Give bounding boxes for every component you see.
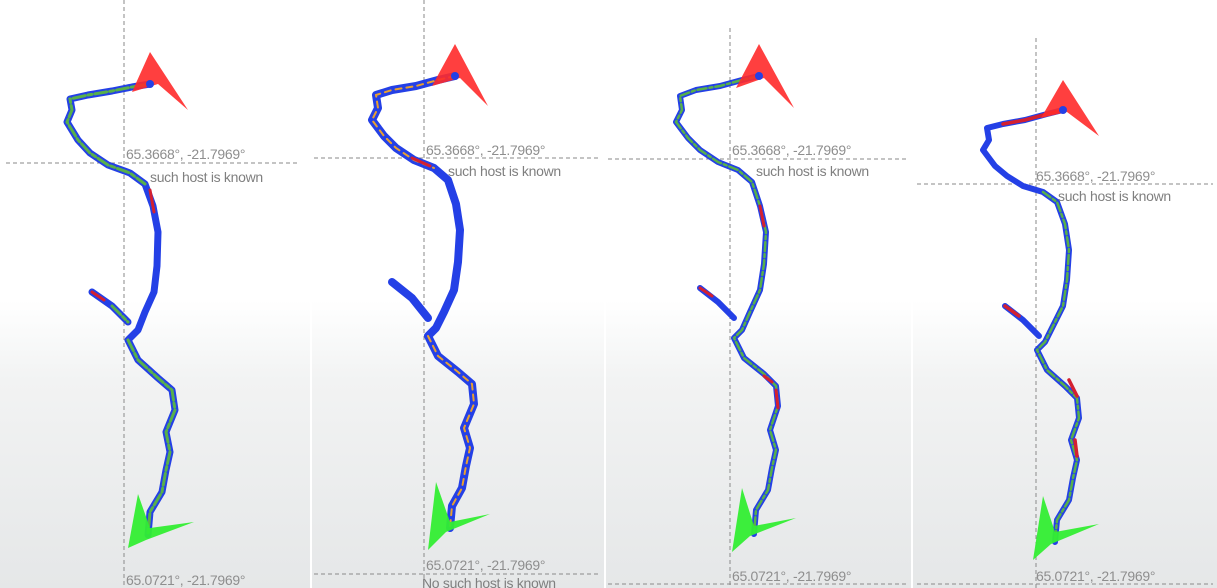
top-host-status: such host is known <box>1058 188 1171 204</box>
track-inner <box>370 75 476 529</box>
top-host-status: such host is known <box>150 169 263 185</box>
track-map-1 <box>6 0 300 588</box>
top-coordinate-label: 65.3668°, -21.7969° <box>126 146 246 162</box>
end-arrow-icon <box>732 488 796 552</box>
track-map-4 <box>917 38 1213 588</box>
track-inner <box>674 74 780 536</box>
map-panel-2[interactable]: 65.3668°, -21.7969° such host is known 6… <box>312 0 604 588</box>
bottom-host-status: No such host is known <box>422 575 556 588</box>
bottom-coordinate-label: 65.0721°, -21.7969° <box>732 568 852 584</box>
map-panel-3[interactable]: 65.3668°, -21.7969° such host is known 6… <box>606 0 911 588</box>
map-panel-4[interactable]: 65.3668°, -21.7969° such host is known 6… <box>913 0 1217 588</box>
start-arrow-icon <box>1041 80 1099 136</box>
end-arrow-icon <box>128 494 194 548</box>
start-arrow-icon <box>432 44 488 106</box>
end-arrow-icon <box>428 482 490 550</box>
track-map-3 <box>608 28 906 588</box>
start-arrow-icon <box>736 44 794 108</box>
top-coordinate-label: 65.3668°, -21.7969° <box>426 142 546 158</box>
start-arrow-icon <box>132 52 188 110</box>
track-map-2 <box>314 0 600 588</box>
track-red-segment <box>90 188 156 302</box>
track-red-segment <box>1001 108 1079 458</box>
track-red-segment <box>698 204 780 410</box>
top-host-status: such host is known <box>448 163 561 179</box>
top-host-status: such host is known <box>756 163 869 179</box>
end-arrow-icon <box>1033 496 1099 560</box>
bottom-coordinate-label: 65.0721°, -21.7969° <box>426 557 546 573</box>
top-coordinate-label: 65.3668°, -21.7969° <box>1036 168 1156 184</box>
track-red-segment <box>410 156 432 168</box>
bottom-coordinate-label: 65.0721°, -21.7969° <box>1036 568 1156 584</box>
bottom-coordinate-label: 65.0721°, -21.7969° <box>126 572 246 588</box>
track-inner <box>65 82 177 537</box>
track-inner <box>1035 190 1081 544</box>
top-coordinate-label: 65.3668°, -21.7969° <box>732 142 852 158</box>
map-panel-1[interactable]: 65.3668°, -21.7969° such host is known 6… <box>0 0 310 588</box>
